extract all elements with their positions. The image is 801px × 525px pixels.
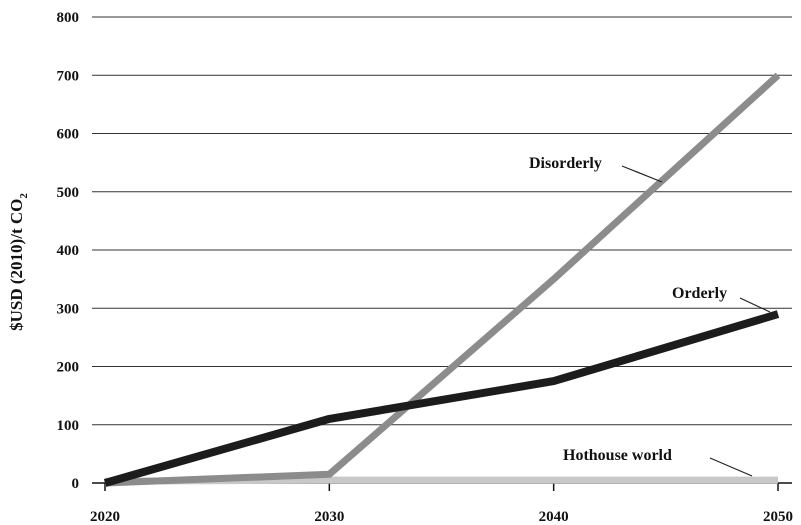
series-line-disorderly bbox=[104, 72, 781, 487]
y-tick-label-500: 500 bbox=[57, 185, 80, 201]
leader-line-orderly bbox=[739, 297, 771, 313]
y-tick-label-100: 100 bbox=[57, 418, 80, 434]
series-label-disorderly: Disorderly bbox=[529, 155, 602, 172]
x-tick-label-2040: 2040 bbox=[539, 509, 569, 525]
leader-line-disorderly bbox=[621, 165, 663, 183]
x-tick-label-2020: 2020 bbox=[90, 509, 120, 525]
series-label-hothouse-world: Hothouse world bbox=[563, 447, 672, 464]
leader-line-hothouse-world bbox=[709, 457, 753, 477]
y-tick-label-400: 400 bbox=[57, 243, 80, 259]
y-tick-label-800: 800 bbox=[57, 10, 80, 26]
y-axis-label-subscript: 2 bbox=[18, 193, 30, 199]
series-lines bbox=[103, 72, 781, 487]
gridlines bbox=[92, 16, 792, 426]
series-line-orderly bbox=[103, 310, 780, 487]
series-labels: Hothouse world Disorderly Orderly bbox=[529, 155, 771, 477]
y-tick-label-700: 700 bbox=[57, 68, 80, 84]
y-tick-label-0: 0 bbox=[72, 476, 80, 492]
x-tick-label-2030: 2030 bbox=[314, 509, 344, 525]
series-label-orderly: Orderly bbox=[672, 285, 727, 302]
y-axis-ticks: 0 100 200 300 400 500 600 700 800 bbox=[57, 10, 80, 492]
y-tick-label-300: 300 bbox=[57, 301, 80, 317]
x-axis: 2020 2030 2040 2050 bbox=[90, 482, 793, 525]
y-tick-label-200: 200 bbox=[57, 360, 80, 376]
y-tick-label-600: 600 bbox=[57, 127, 80, 143]
y-axis-label: $USD (2010)/t CO2 bbox=[7, 193, 30, 331]
x-tick-label-2050: 2050 bbox=[763, 509, 793, 525]
